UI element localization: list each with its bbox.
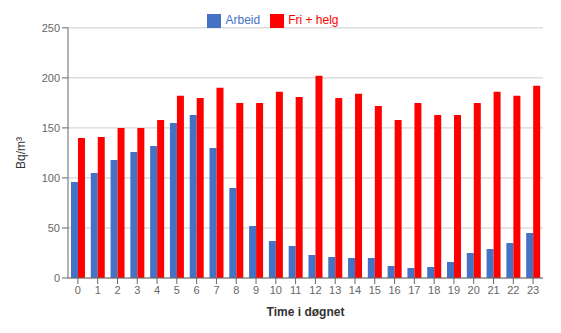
svg-text:1: 1 — [95, 284, 101, 296]
svg-text:200: 200 — [42, 72, 60, 84]
svg-text:17: 17 — [408, 284, 420, 296]
svg-text:100: 100 — [42, 172, 60, 184]
svg-text:15: 15 — [369, 284, 381, 296]
svg-text:19: 19 — [448, 284, 460, 296]
svg-text:16: 16 — [388, 284, 400, 296]
svg-text:150: 150 — [42, 122, 60, 134]
svg-text:12: 12 — [309, 284, 321, 296]
svg-text:18: 18 — [428, 284, 440, 296]
svg-text:22: 22 — [507, 284, 519, 296]
svg-text:2: 2 — [114, 284, 120, 296]
svg-text:3: 3 — [134, 284, 140, 296]
svg-text:7: 7 — [213, 284, 219, 296]
svg-text:21: 21 — [487, 284, 499, 296]
svg-text:Time i døgnet: Time i døgnet — [267, 305, 345, 319]
svg-text:14: 14 — [349, 284, 361, 296]
svg-text:20: 20 — [468, 284, 480, 296]
svg-text:13: 13 — [329, 284, 341, 296]
svg-text:9: 9 — [253, 284, 259, 296]
svg-text:4: 4 — [154, 284, 160, 296]
svg-text:5: 5 — [174, 284, 180, 296]
svg-text:0: 0 — [54, 272, 60, 284]
svg-text:10: 10 — [270, 284, 282, 296]
svg-text:6: 6 — [194, 284, 200, 296]
svg-text:11: 11 — [290, 284, 301, 296]
svg-text:50: 50 — [48, 222, 60, 234]
svg-text:250: 250 — [42, 22, 60, 34]
svg-text:Bq/m³: Bq/m³ — [14, 137, 28, 169]
svg-text:23: 23 — [527, 284, 539, 296]
html-text:Fri + helg: Fri + helg — [288, 13, 339, 27]
svg-text:8: 8 — [233, 284, 239, 296]
svg-text:0: 0 — [75, 284, 81, 296]
html-text:Arbeid: Arbeid — [225, 13, 261, 27]
